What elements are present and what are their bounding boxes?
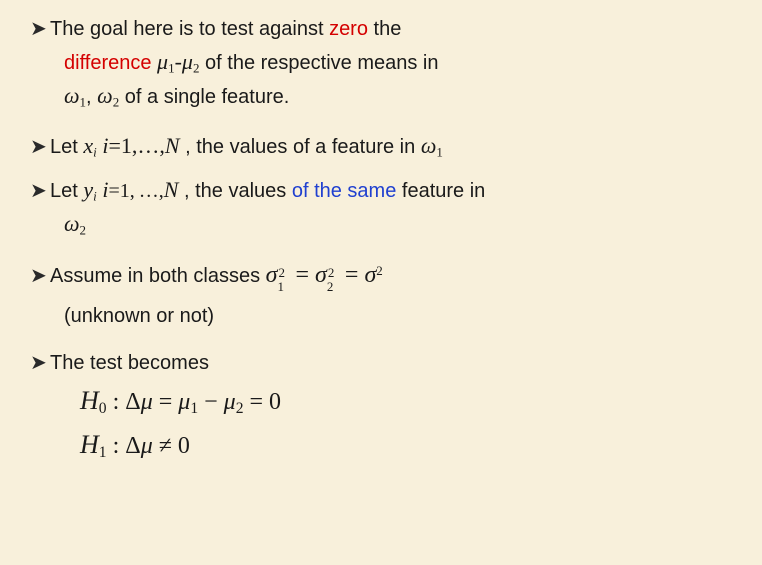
sub1: 1: [278, 277, 285, 297]
text-unknown: (unknown or not): [30, 301, 732, 332]
hypothesis-h0: H0 : Δμ = μ1 − μ2 = 0: [30, 379, 732, 423]
mu: μ: [141, 389, 153, 415]
bullet-arrow-icon: ➤: [30, 348, 50, 379]
omega-sub: 2: [80, 223, 87, 238]
colon: :: [107, 433, 126, 459]
line2: ω2: [30, 214, 86, 236]
bullet-goal: ➤The goal here is to test against zero t…: [30, 14, 732, 113]
text: Let: [50, 136, 83, 158]
text: of the respective means in: [199, 52, 438, 74]
omega1: ω: [64, 83, 80, 108]
bullet-arrow-icon: ➤: [30, 132, 50, 163]
text-same: of the same: [292, 180, 397, 202]
text-difference: difference: [64, 52, 151, 74]
text: The goal here is to test against: [50, 18, 329, 40]
minus: −: [198, 389, 224, 415]
line2: difference μ1-μ2 of the respective means…: [30, 52, 438, 74]
omega: ω: [64, 211, 80, 236]
sigma2: σ: [315, 262, 327, 288]
mu2: μ: [224, 389, 236, 415]
mu2: μ: [182, 49, 193, 74]
text: , the values of a feature in: [180, 136, 421, 158]
sigma1: σ: [266, 262, 278, 288]
text: The test becomes: [50, 352, 209, 374]
N: N: [165, 133, 180, 158]
neq: ≠ 0: [153, 433, 190, 459]
sup3: 2: [376, 263, 383, 278]
bullet-let-x: ➤Let xi i=1,…,N , the values of a featur…: [30, 129, 732, 163]
text: , the values: [178, 180, 291, 202]
bullet-test: ➤The test becomes H0 : Δμ = μ1 − μ2 = 0 …: [30, 348, 732, 467]
delta: Δ: [125, 389, 140, 415]
bullet-assume: ➤Assume in both classes σ21 = σ22 = σ2 (…: [30, 257, 732, 331]
x: x: [83, 133, 93, 158]
colon: :: [107, 389, 126, 415]
bullet-arrow-icon: ➤: [30, 14, 50, 45]
text: of a single feature.: [119, 86, 289, 108]
bullet-let-y: ➤Let yi i=1, …,N , the values of the sam…: [30, 173, 732, 241]
dash: -: [175, 49, 182, 74]
omega2: ω: [97, 83, 113, 108]
text-zero: zero: [329, 18, 368, 40]
y: y: [83, 177, 93, 202]
mu1: μ: [178, 389, 190, 415]
H1: H: [80, 430, 99, 459]
eq: =1,…,: [108, 133, 164, 158]
s1: 1: [190, 400, 198, 417]
mu1: μ: [157, 49, 168, 74]
delta: Δ: [125, 433, 140, 459]
omega-sub: 1: [436, 144, 443, 159]
eq: =: [153, 389, 179, 415]
mu: μ: [141, 433, 153, 459]
bullet-arrow-icon: ➤: [30, 176, 50, 207]
H0-sub: 0: [99, 400, 107, 417]
comma: ,: [86, 86, 97, 108]
H1-sub: 1: [99, 444, 107, 461]
sigma3: σ: [364, 262, 376, 288]
text: Assume in both classes: [50, 265, 266, 287]
text: Let: [50, 180, 83, 202]
eq0: = 0: [244, 389, 282, 415]
N: N: [164, 177, 179, 202]
omega: ω: [421, 133, 437, 158]
bullet-arrow-icon: ➤: [30, 261, 50, 292]
hypothesis-h1: H1 : Δμ ≠ 0: [30, 423, 732, 467]
eq: =1, …,: [108, 180, 163, 202]
H0: H: [80, 386, 99, 415]
sub2: 2: [327, 277, 334, 297]
s2: 2: [236, 400, 244, 417]
line3: ω1, ω2 of a single feature.: [30, 86, 289, 108]
text: the: [368, 18, 401, 40]
text: feature in: [396, 180, 485, 202]
